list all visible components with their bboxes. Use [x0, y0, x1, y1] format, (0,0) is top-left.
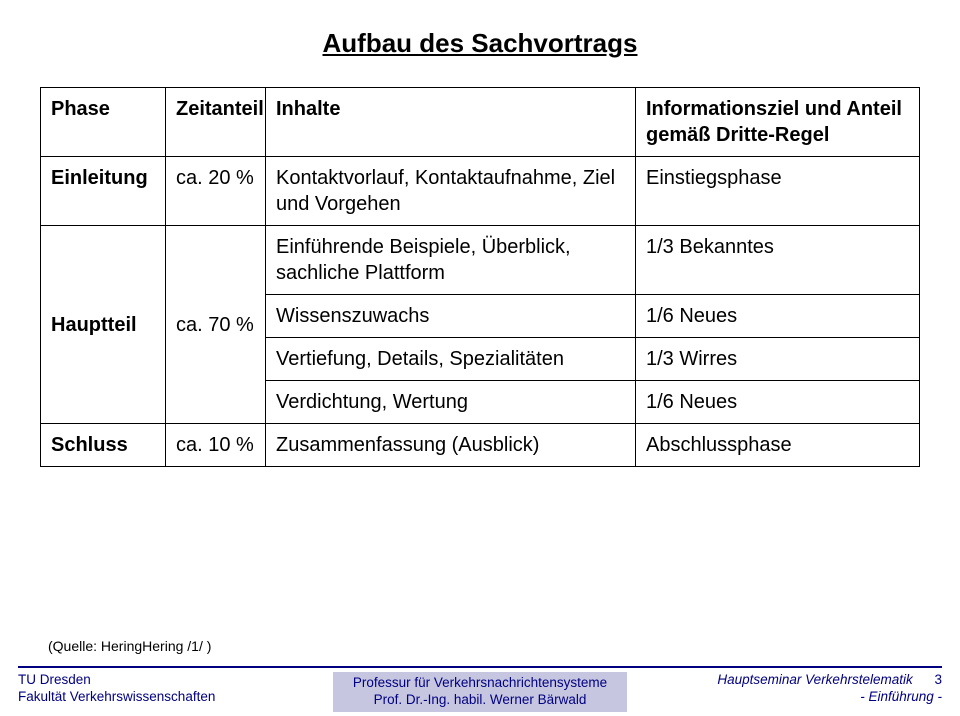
row-schluss: Schluss ca. 10 % Zusammenfassung (Ausbli… [41, 424, 920, 467]
table-header-row: Phase Zeitanteil Inhalte Informationszie… [41, 88, 920, 157]
footer-right-line2: - Einführung - [860, 689, 942, 704]
cell-info: Einstiegsphase [636, 157, 920, 226]
col-info: Informationsziel und Anteil gemäß Dritte… [636, 88, 920, 157]
cell-phase: Schluss [41, 424, 166, 467]
col-zeitanteil: Zeitanteil [166, 88, 266, 157]
cell-inhalte: Zusammenfassung (Ausblick) [266, 424, 636, 467]
cell-inhalte: Vertiefung, Details, Spezialitäten [266, 338, 636, 381]
footer-left: TU Dresden Fakultät Verkehrswissenschaft… [18, 672, 307, 706]
row-einleitung: Einleitung ca. 20 % Kontaktvorlauf, Kont… [41, 157, 920, 226]
footer-center-line2: Prof. Dr.-Ing. habil. Werner Bärwald [353, 692, 607, 709]
slide-title: Aufbau des Sachvortrags [40, 28, 920, 59]
footer-right-line1: Hauptseminar Verkehrstelematik [717, 672, 912, 687]
cell-info: 1/3 Wirres [636, 338, 920, 381]
cell-info: 1/6 Neues [636, 381, 920, 424]
page-number: 3 [934, 672, 942, 689]
footer: TU Dresden Fakultät Verkehrswissenschaft… [0, 666, 960, 716]
cell-inhalte: Einführende Beispiele, Überblick, sachli… [266, 226, 636, 295]
footer-left-line2: Fakultät Verkehrswissenschaften [18, 689, 307, 706]
cell-inhalte: Wissenszuwachs [266, 295, 636, 338]
source-citation: (Quelle: HeringHering /1/ ) [48, 638, 211, 654]
footer-center-line1: Professur für Verkehrsnachrichtensysteme [353, 675, 607, 692]
cell-zeit: ca. 10 % [166, 424, 266, 467]
cell-info: Abschlussphase [636, 424, 920, 467]
cell-zeit: ca. 20 % [166, 157, 266, 226]
footer-left-line1: TU Dresden [18, 672, 307, 689]
col-inhalte: Inhalte [266, 88, 636, 157]
footer-center: Professur für Verkehrsnachrichtensysteme… [307, 672, 654, 712]
cell-inhalte: Kontaktvorlauf, Kontaktaufnahme, Ziel un… [266, 157, 636, 226]
cell-phase-hauptteil: Hauptteil [41, 226, 166, 424]
slide: Aufbau des Sachvortrags Phase Zeitanteil… [0, 0, 960, 716]
cell-info: 1/3 Bekanntes [636, 226, 920, 295]
row-haupt-1: Hauptteil ca. 70 % Einführende Beispiele… [41, 226, 920, 295]
cell-info: 1/6 Neues [636, 295, 920, 338]
cell-zeit-hauptteil: ca. 70 % [166, 226, 266, 424]
col-phase: Phase [41, 88, 166, 157]
cell-inhalte: Verdichtung, Wertung [266, 381, 636, 424]
content-table: Phase Zeitanteil Inhalte Informationszie… [40, 87, 920, 467]
footer-rule [18, 666, 942, 668]
cell-phase: Einleitung [41, 157, 166, 226]
footer-right: Hauptseminar Verkehrstelematik 3 - Einfü… [653, 672, 942, 706]
